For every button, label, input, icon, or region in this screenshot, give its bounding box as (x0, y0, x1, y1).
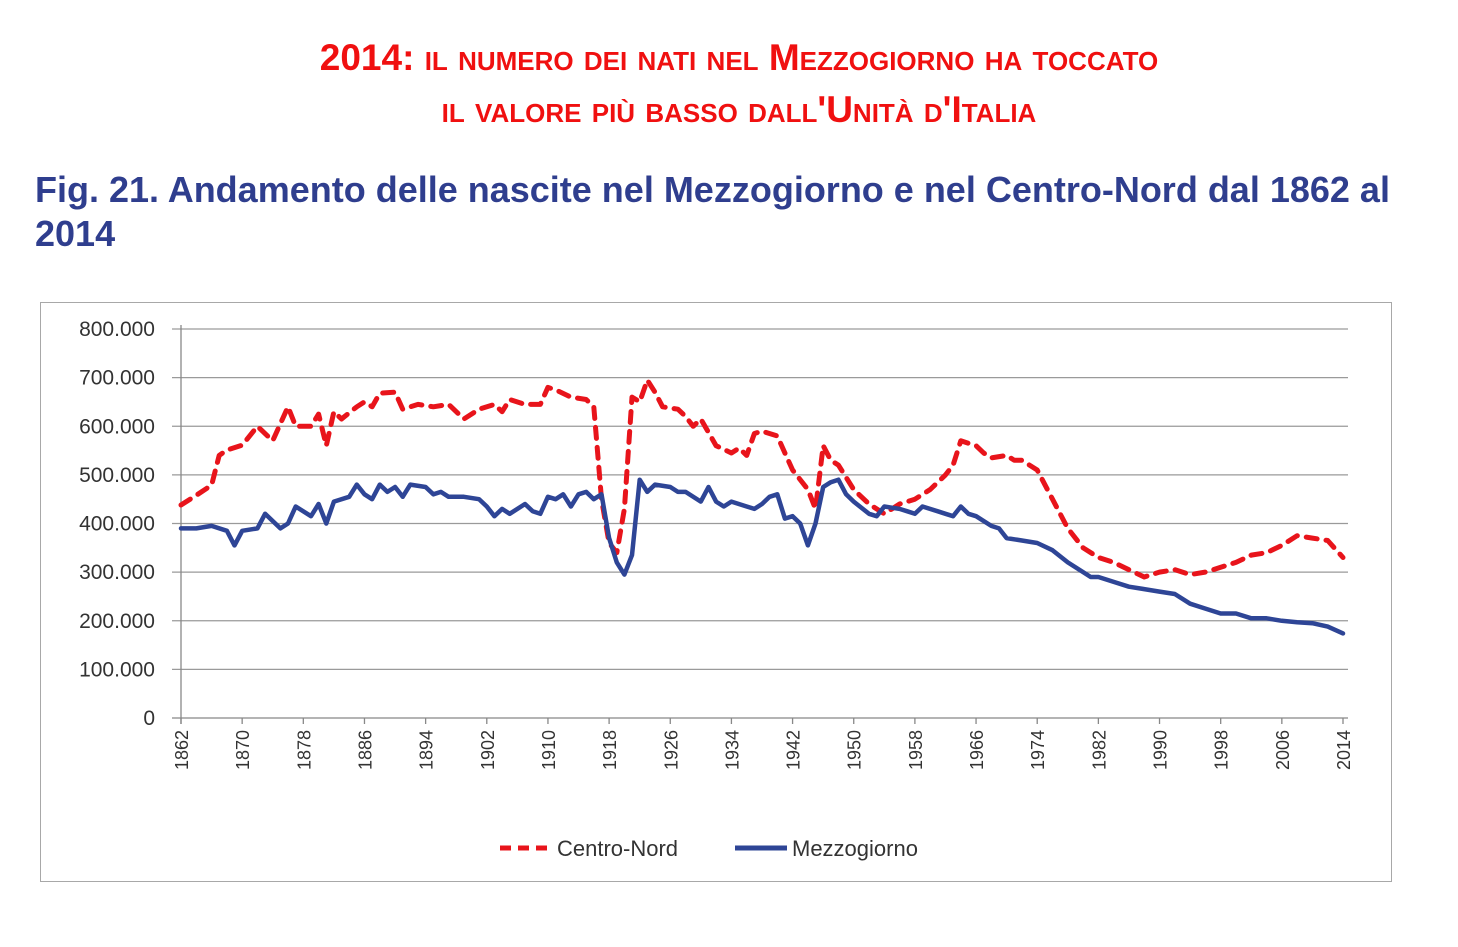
y-tick-label: 100.000 (79, 658, 155, 681)
x-tick-label: 1942 (784, 730, 804, 770)
y-tick-label: 200.000 (79, 610, 155, 633)
y-tick-label: 400.000 (79, 513, 155, 536)
x-tick-label: 1894 (417, 730, 437, 770)
x-tick-label: 1934 (722, 730, 742, 770)
x-tick-label: 1918 (600, 730, 620, 770)
x-tick-label: 1998 (1212, 730, 1232, 770)
x-tick-label: 1910 (539, 730, 559, 770)
series-line-mezzogiorno (178, 477, 1346, 636)
headline-line-2: il valore più basso dall'Unità d'Italia (441, 89, 1037, 130)
y-tick-label: 600.000 (79, 415, 155, 438)
chart-frame (40, 302, 1392, 882)
x-tick-label: 1982 (1089, 730, 1109, 770)
x-tick-label: 1870 (233, 730, 253, 770)
x-tick-label: 1950 (845, 730, 865, 770)
x-tick-label: 1862 (172, 730, 192, 770)
x-tick-label: 1958 (906, 730, 926, 770)
y-tick-label: 800.000 (79, 318, 155, 341)
x-tick-label: 1966 (967, 730, 987, 770)
y-tick-label: 500.000 (79, 464, 155, 487)
x-tick-label: 1990 (1151, 730, 1171, 770)
x-tick-label: 1902 (478, 730, 498, 770)
x-tick-label: 2014 (1334, 730, 1354, 770)
x-tick-label: 1878 (294, 730, 314, 770)
headline-line-1: 2014: il numero dei nati nel Mezzogiorno… (319, 37, 1159, 78)
series-line-centro-nord (178, 377, 1346, 580)
x-tick-label: 1974 (1028, 730, 1048, 770)
legend-label-mezzogiorno: Mezzogiorno (792, 836, 918, 861)
y-tick-label: 0 (143, 707, 155, 730)
y-tick-label: 700.000 (79, 367, 155, 390)
legend-label-centro-nord: Centro-Nord (557, 836, 678, 861)
x-tick-label: 1886 (355, 730, 375, 770)
x-tick-label: 2006 (1273, 730, 1293, 770)
y-tick-label: 300.000 (79, 561, 155, 584)
figure-title: Fig. 21. Andamento delle nascite nel Mez… (35, 169, 1390, 254)
x-tick-label: 1926 (661, 730, 681, 770)
